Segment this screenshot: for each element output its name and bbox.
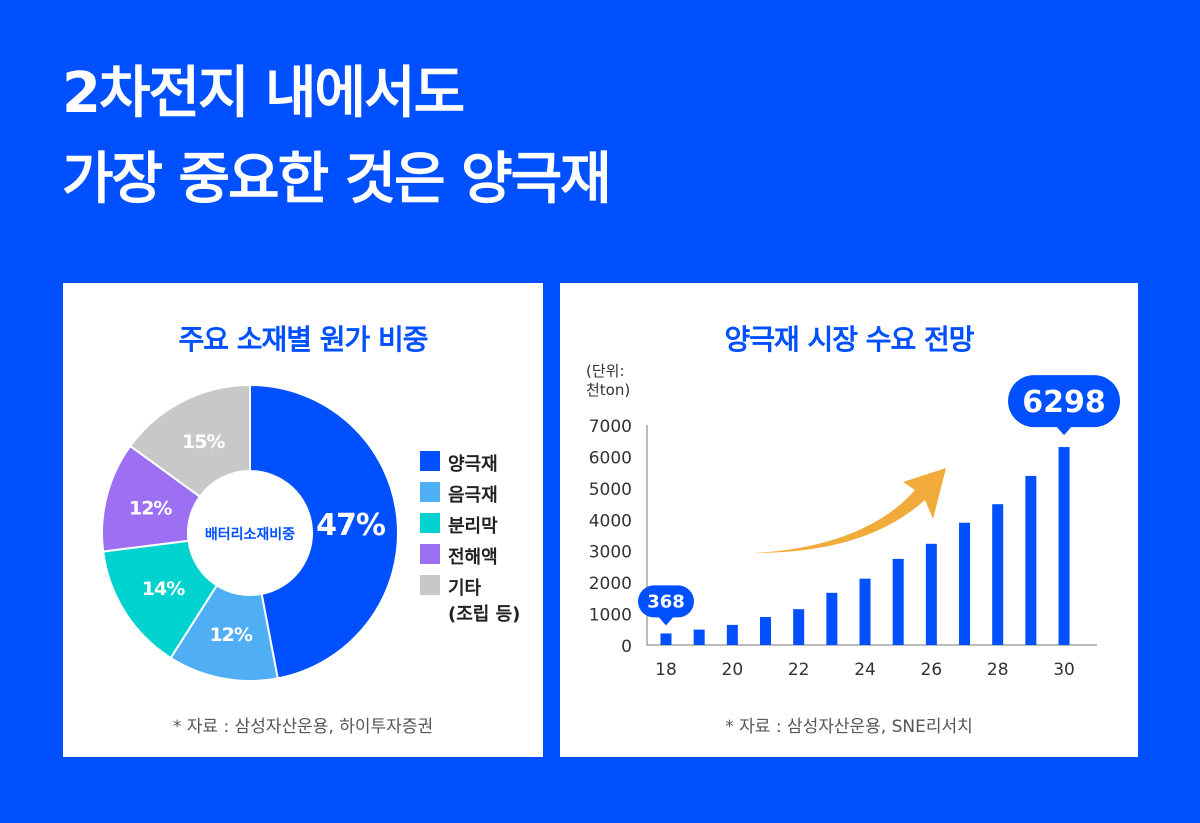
legend-label: 전해액 xyxy=(448,547,498,568)
demand-forecast-panel xyxy=(560,283,1138,757)
pie-source: * 자료 : 삼성자산운용, 하이투자증권 xyxy=(172,717,434,737)
legend-swatch xyxy=(420,575,440,595)
callout-pointer xyxy=(1056,426,1073,436)
x-tick-label: 20 xyxy=(722,660,744,680)
bar xyxy=(693,629,705,645)
legend-item: 양극재 xyxy=(420,450,498,476)
bar xyxy=(726,624,738,645)
x-tick-label: 28 xyxy=(987,660,1009,680)
value-callout xyxy=(1008,375,1121,428)
pie-slice xyxy=(249,383,399,680)
y-tick-label: 1000 xyxy=(589,606,632,626)
bar xyxy=(992,504,1004,645)
legend-label: 음극재 xyxy=(448,485,498,506)
callout-value: 6298 xyxy=(1022,385,1106,420)
bar xyxy=(959,522,971,645)
legend-swatch xyxy=(420,513,440,533)
legend-swatch xyxy=(420,544,440,564)
value-callout xyxy=(638,585,694,618)
legend-item: 분리막 xyxy=(420,512,498,538)
y-tick-label: 2000 xyxy=(589,574,632,594)
x-tick-label: 26 xyxy=(921,660,943,680)
headline-line-1: 2차전지 내에서도 xyxy=(62,61,465,126)
legend-swatch xyxy=(420,451,440,471)
legend-item: 전해액 xyxy=(420,543,498,569)
slice-label: 14% xyxy=(142,578,185,600)
headline-line-2: 가장 중요한 것은 양극재 xyxy=(62,147,612,212)
donut-center-label: 배터리소재비중 xyxy=(205,527,295,543)
slice-label: 12% xyxy=(209,624,252,646)
bar xyxy=(859,578,871,645)
slice-label: 47% xyxy=(316,508,386,543)
callout-pointer xyxy=(658,616,674,626)
bar xyxy=(826,592,838,645)
bar xyxy=(925,543,937,645)
y-tick-label: 0 xyxy=(621,637,632,657)
legend-label: 기타 (조립 등) xyxy=(448,578,521,625)
legend-item: 음극재 xyxy=(420,481,498,507)
y-tick-label: 4000 xyxy=(589,511,632,531)
callout-value: 368 xyxy=(647,591,685,612)
pie-slice xyxy=(128,383,251,498)
y-tick-label: 6000 xyxy=(589,448,632,468)
x-tick-label: 30 xyxy=(1053,660,1075,680)
unit-label: (단위: 천ton) xyxy=(586,362,630,400)
legend-item: 기타 (조립 등) xyxy=(420,574,520,626)
bar xyxy=(793,609,805,645)
bar-chart-title: 양극재 시장 수요 전망 xyxy=(724,323,974,356)
slice-label: 15% xyxy=(182,431,225,453)
unit-line: (단위: xyxy=(586,362,625,380)
bar xyxy=(760,617,772,645)
bar xyxy=(1058,447,1070,645)
legend-label: 양극재 xyxy=(448,454,498,475)
x-tick-label: 24 xyxy=(854,660,876,680)
slice-label: 12% xyxy=(129,497,172,519)
bar xyxy=(1025,475,1037,645)
bar-source: * 자료 : 삼성자산운용, SNE리서치 xyxy=(725,717,973,737)
bar xyxy=(660,633,672,645)
bar xyxy=(892,558,904,645)
y-tick-label: 7000 xyxy=(589,417,632,437)
x-tick-label: 22 xyxy=(788,660,810,680)
legend-swatch xyxy=(420,482,440,502)
y-tick-label: 5000 xyxy=(589,480,632,500)
legend-label: 분리막 xyxy=(448,516,498,537)
unit-line: 천ton) xyxy=(586,381,631,399)
trend-arrow xyxy=(752,468,946,553)
y-tick-label: 3000 xyxy=(589,543,632,563)
pie-chart-title: 주요 소재별 원가 비중 xyxy=(178,323,428,356)
x-tick-label: 18 xyxy=(655,660,677,680)
